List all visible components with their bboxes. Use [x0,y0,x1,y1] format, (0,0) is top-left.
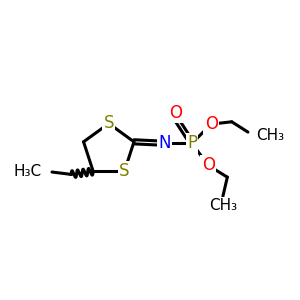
Text: P: P [187,134,197,152]
Text: CH₃: CH₃ [209,198,237,213]
Text: S: S [119,162,130,180]
Text: O: O [205,115,218,133]
Text: S: S [103,115,114,133]
Text: O: O [202,156,215,174]
Text: N: N [159,134,171,152]
Text: H₃C: H₃C [14,164,42,179]
Text: CH₃: CH₃ [256,128,284,143]
Text: O: O [169,104,182,122]
